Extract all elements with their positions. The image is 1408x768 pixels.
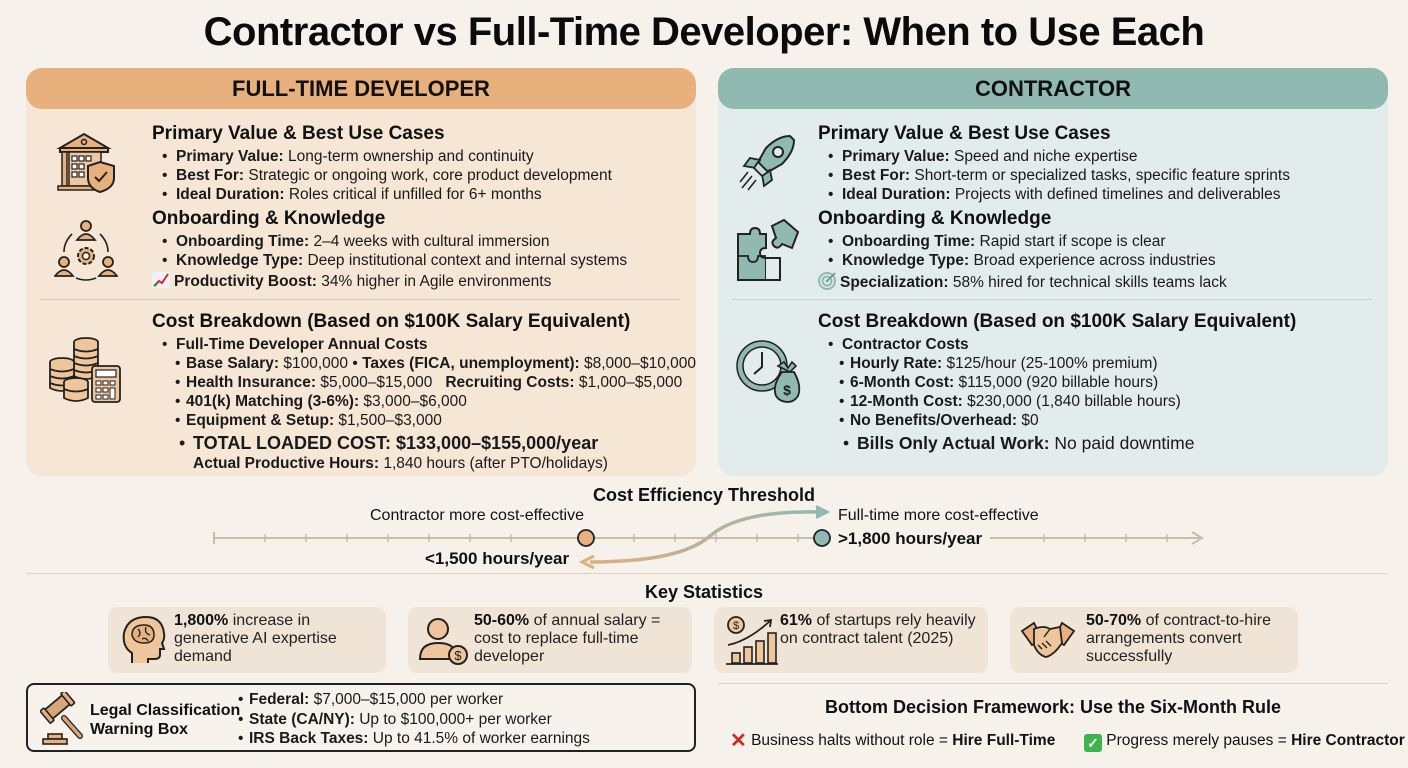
ft-primary-item: • Ideal Duration: Roles critical if unfil… <box>162 186 542 203</box>
ct-primary-item: • Ideal Duration: Projects with defined t… <box>828 186 1281 203</box>
contractor-panel: CONTRACTOR Primary Value & Best Use Case… <box>718 68 1388 476</box>
ft-total-cost: • TOTAL LOADED COST: $133,000–$155,000/ye… <box>179 433 599 453</box>
rocket-icon <box>739 134 796 191</box>
ct-onboarding-item: • Onboarding Time: Rapid start if scope i… <box>828 233 1166 250</box>
ct-bills-only: • Bills Only Actual Work: No paid downtim… <box>843 433 1195 453</box>
ft-cost-row: • Equipment & Setup: $1,500–$3,000 <box>175 412 442 429</box>
team-cycle-gear-icon <box>54 220 118 281</box>
decision-rules: ✕ Business halts without role = Hire Ful… <box>730 728 1405 753</box>
ft-primary-item: • Best For: Strategic or ongoing work, co… <box>162 167 612 184</box>
ft-primary-title: Primary Value & Best Use Cases <box>152 123 445 144</box>
handshake-icon <box>1020 621 1076 658</box>
ft-cost-title: Cost Breakdown (Based on $100K Salary Eq… <box>152 311 631 332</box>
ft-primary-section: Primary Value & Best Use Cases • Primary … <box>152 123 822 204</box>
contractor-header: CONTRACTOR <box>718 68 1388 109</box>
ft-cost-row: • Health Insurance: $5,000–$15,000 Recrui… <box>175 374 683 391</box>
ft-cost-heading: • Full-Time Developer Annual Costs <box>162 336 428 353</box>
ft-productive-hours: Actual Productive Hours: 1,840 hours (af… <box>193 455 608 472</box>
ct-onboarding-section: Onboarding & Knowledge • Onboarding Time:… <box>818 208 1408 292</box>
ct-primary-section: Primary Value & Best Use Cases • Primary … <box>818 123 1408 204</box>
legal-warning-box: Legal Classification Warning Box • Federa… <box>26 683 696 752</box>
ft-cost-section: Cost Breakdown (Based on $100K Salary Eq… <box>152 311 822 473</box>
growth-chart-dollar-icon: $ <box>726 616 778 665</box>
ct-cost-row: • No Benefits/Overhead: $0 <box>839 412 1039 429</box>
target-icon <box>818 272 836 290</box>
ft-onboarding-title: Onboarding & Knowledge <box>152 208 386 229</box>
ct-specialization-highlight: Specialization: 58% hired for technical … <box>818 272 1408 292</box>
key-statistics-title: Key Statistics <box>644 582 764 602</box>
ct-onboarding-item: • Knowledge Type: Broad experience across… <box>828 252 1216 269</box>
ct-cost-row: • Hourly Rate: $125/hour (25-100% premium… <box>839 355 1158 372</box>
ct-cost-heading: • Contractor Costs <box>828 336 969 353</box>
ft-onboarding-section: Onboarding & Knowledge • Onboarding Time:… <box>152 208 822 291</box>
threshold-left-label: Contractor more cost-effective <box>370 507 585 524</box>
threshold-left-value: <1,500 hours/year <box>425 549 570 568</box>
ft-primary-item: • Primary Value: Long-term ownership and … <box>162 148 534 165</box>
stat-card: 1,800% increase in generative AI experti… <box>108 607 386 673</box>
threshold-right-value: >1,800 hours/year <box>838 529 983 548</box>
clock-moneybag-icon: $ <box>736 340 801 403</box>
chart-up-icon <box>152 272 170 288</box>
ft-onboarding-item: • Knowledge Type: Deep institutional cont… <box>162 252 628 269</box>
stat-text: 1,800% increase in generative AI experti… <box>174 612 337 665</box>
stat-text: 50-70% of contract-to-hire arrangements … <box>1086 612 1271 665</box>
ft-divider <box>40 299 680 300</box>
stat-text: 50-60% of annual salary = cost to replac… <box>474 612 661 665</box>
ft-productivity-highlight: Productivity Boost: 34% higher in Agile … <box>152 272 822 291</box>
section-divider <box>26 573 1388 574</box>
ct-primary-title: Primary Value & Best Use Cases <box>818 123 1111 144</box>
ct-cost-section: Cost Breakdown (Based on $100K Salary Eq… <box>818 311 1408 454</box>
threshold-axis <box>213 505 1204 570</box>
decision-left: Business halts without role = Hire Full-… <box>751 732 1056 749</box>
full-time-panel: FULL-TIME DEVELOPER Primary Value & Best… <box>26 68 696 476</box>
person-dollar-icon: $ <box>418 618 468 665</box>
legal-items: • Federal: $7,000–$15,000 per worker • Sta… <box>238 690 590 749</box>
ct-primary-item: • Best For: Short-term or specialized tas… <box>828 167 1290 184</box>
legal-item: • State (CA/NY): Up to $100,000+ per work… <box>238 710 552 728</box>
ct-cost-row: • 6-Month Cost: $115,000 (920 billable ho… <box>839 374 1159 391</box>
svg-text:$: $ <box>783 382 791 398</box>
full-time-header: FULL-TIME DEVELOPER <box>26 68 696 109</box>
decision-divider <box>718 683 1388 684</box>
page-title: Contractor vs Full-Time Developer: When … <box>203 10 1205 54</box>
legal-title: Legal Classification Warning Box <box>90 702 241 738</box>
stat-text: 61% of startups rely heavily on contract… <box>780 612 976 647</box>
stat-card: 50-70% of contract-to-hire arrangements … <box>1010 607 1298 673</box>
svg-text:$: $ <box>733 620 739 632</box>
threshold-right-label: Full-time more cost-effective <box>838 507 1039 524</box>
stat-card: $ 50-60% of annual salary = cost to repl… <box>408 607 692 673</box>
puzzle-icon <box>737 218 800 281</box>
ft-cost-row: • Base Salary: $100,000 • Taxes (FICA, un… <box>175 355 697 372</box>
ct-divider <box>732 299 1372 300</box>
ct-cost-title: Cost Breakdown (Based on $100K Salary Eq… <box>818 311 1297 332</box>
ct-onboarding-title: Onboarding & Knowledge <box>818 208 1052 229</box>
ft-cost-row: • 401(k) Matching (3-6%): $3,000–$6,000 <box>175 393 467 410</box>
ct-cost-row: • 12-Month Cost: $230,000 (1,840 billable… <box>839 393 1181 410</box>
brain-head-icon <box>122 615 166 663</box>
threshold-title: Cost Efficiency Threshold <box>592 485 816 505</box>
building-shield-icon <box>56 132 115 194</box>
stat-card: $ 61% of startups rely heavily on contra… <box>714 607 988 673</box>
ft-onboarding-item: • Onboarding Time: 2–4 weeks with cultura… <box>162 233 550 250</box>
decision-title: Bottom Decision Framework: Use the Six-M… <box>824 697 1282 717</box>
gavel-icon <box>40 692 83 745</box>
x-mark-icon: ✕ <box>730 730 747 752</box>
legal-item: • IRS Back Taxes: Up to 41.5% of worker e… <box>238 730 590 747</box>
svg-text:$: $ <box>454 648 462 663</box>
decision-right: Progress merely pauses = Hire Contractor <box>1106 732 1405 749</box>
legal-item: • Federal: $7,000–$15,000 per worker <box>238 691 504 708</box>
ct-primary-item: • Primary Value: Speed and niche expertis… <box>828 148 1138 165</box>
coins-calculator-icon <box>49 337 121 403</box>
check-mark-icon: ✓ <box>1083 734 1102 752</box>
